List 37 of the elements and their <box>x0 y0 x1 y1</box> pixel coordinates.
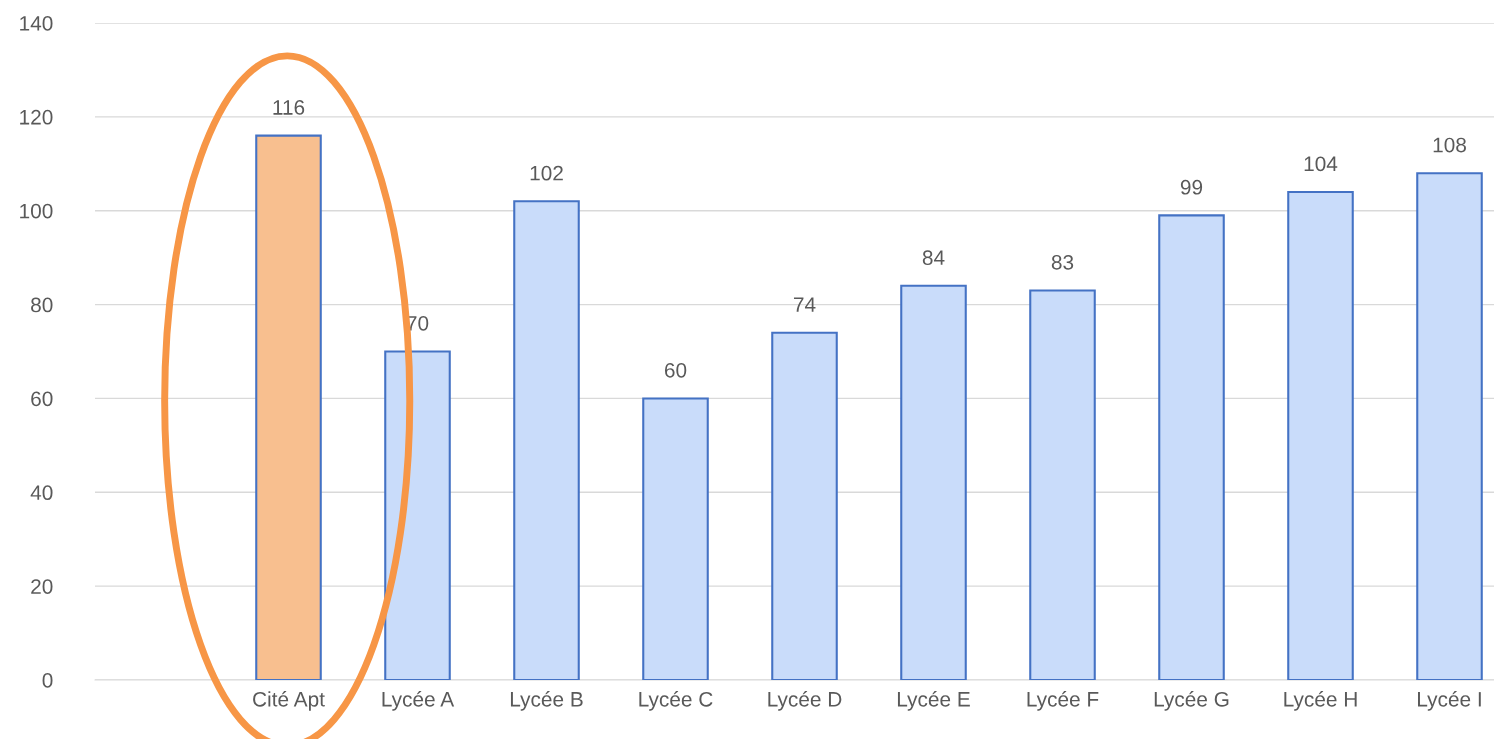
x-tick-label: Lycée C <box>639 691 713 711</box>
x-tick-label: Lycée B <box>510 691 583 711</box>
y-tick-label: 80 <box>31 297 53 313</box>
x-tick-label: Lycée D <box>768 691 842 711</box>
bar <box>1158 214 1225 680</box>
bar <box>1416 172 1483 680</box>
bar <box>255 134 322 680</box>
bar <box>1029 289 1096 680</box>
bar <box>771 331 838 680</box>
y-tick-label: 60 <box>31 391 53 407</box>
data-label: 83 <box>1051 254 1074 270</box>
x-tick-label: Cité Apt <box>253 691 325 711</box>
x-tick-label: Lycée E <box>897 691 970 711</box>
y-tick-label: 100 <box>20 203 53 219</box>
x-tick-label: Lycée H <box>1284 691 1357 711</box>
x-tick-label: Lycée A <box>382 691 455 711</box>
x-tick-label: Lycée F <box>1027 691 1099 711</box>
data-label: 99 <box>1180 179 1203 195</box>
y-tick-label: 20 <box>31 579 53 594</box>
data-label: 60 <box>664 362 687 378</box>
data-label: 108 <box>1433 137 1466 153</box>
bar <box>900 284 967 680</box>
data-label: 116 <box>273 100 305 115</box>
y-tick-label: 40 <box>30 485 53 501</box>
bar <box>1287 190 1354 680</box>
data-label: 74 <box>793 297 816 312</box>
y-tick-label: 140 <box>20 16 53 31</box>
bar <box>384 350 451 680</box>
data-label: 104 <box>1304 156 1338 172</box>
x-tick-label: Lycée I <box>1418 691 1481 711</box>
y-tick-label: 120 <box>20 109 53 125</box>
bar <box>513 200 580 680</box>
y-tick-label: 0 <box>42 673 53 688</box>
x-tick-label: Lycée G <box>1154 691 1229 711</box>
data-label: 102 <box>530 165 563 181</box>
bar <box>642 397 709 680</box>
data-label: 84 <box>922 250 945 266</box>
